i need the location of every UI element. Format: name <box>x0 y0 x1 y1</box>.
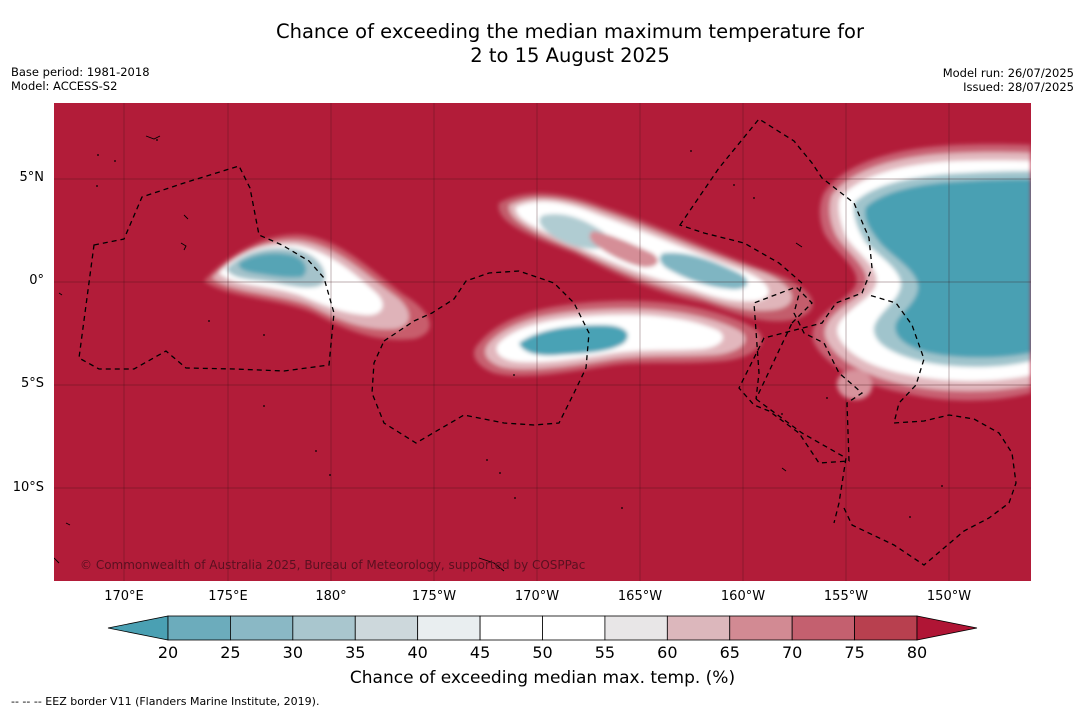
eez-borders <box>78 118 1017 566</box>
lon-label-155w: 155°W <box>823 589 869 604</box>
colorbar-arrow-high <box>916 615 978 641</box>
colorbar-tick-label: 55 <box>594 643 616 662</box>
lon-label-160w: 160°W <box>720 589 766 604</box>
colorbar-cell <box>479 615 543 641</box>
issued-date: Issued: 28/07/2025 <box>963 80 1074 94</box>
colorbar-tick-label: 35 <box>345 643 366 662</box>
colorbar-cell <box>230 615 294 641</box>
colorbar-tick-label: 70 <box>781 643 803 662</box>
model-run: Model run: 26/07/2025 <box>942 66 1074 80</box>
colorbar-tick-label: 65 <box>719 643 740 662</box>
anomaly-region-south <box>474 300 763 376</box>
colorbar-tick-label: 30 <box>282 643 304 662</box>
copyright-notice: © Commonwealth of Australia 2025, Bureau… <box>80 558 586 572</box>
colorbar-cell <box>729 615 793 641</box>
meta-right: Model run: 26/07/2025 Issued: 28/07/2025 <box>943 66 1074 94</box>
lon-label-150w: 150°W <box>926 589 972 604</box>
anomaly-region-west <box>204 234 431 340</box>
map-title: Chance of exceeding the median maximum t… <box>0 20 1085 68</box>
lat-label-5n: 5°N <box>19 170 45 185</box>
lon-label-175w: 175°W <box>411 589 457 604</box>
colorbar-cell <box>417 615 481 641</box>
colorbar-tick-label: 50 <box>532 643 553 662</box>
colorbar-title: Chance of exceeding median max. temp. (%… <box>349 668 736 688</box>
title-line-1: Chance of exceeding the median maximum t… <box>275 20 865 43</box>
lat-label-10s: 10°S <box>12 480 44 495</box>
eez-legend: -- -- -- EEZ border V11 (Flanders Marine… <box>11 695 320 708</box>
islands <box>54 135 803 572</box>
anomaly-region-east <box>812 144 1031 401</box>
anomaly-patch-small <box>836 369 873 400</box>
lat-label-5s: 5°S <box>20 376 44 391</box>
island-dots <box>96 139 943 518</box>
colorbar-cell <box>604 615 668 641</box>
anomaly-region-central <box>498 193 813 322</box>
colorbar-cell <box>791 615 855 641</box>
colorbar-cell <box>354 615 419 641</box>
lon-label-170e: 170°E <box>104 589 144 604</box>
colorbar-cell <box>854 615 918 641</box>
colorbar-cell <box>666 615 731 641</box>
colorbar-tick-label: 80 <box>906 643 928 662</box>
colorbar-cell <box>167 615 231 641</box>
forecast-map <box>54 103 1031 581</box>
colorbar-tick-label: 45 <box>469 643 491 662</box>
title-line-2: 2 to 15 August 2025 <box>470 44 670 67</box>
colorbar-tick-label: 40 <box>407 643 428 662</box>
colorbar-tick-label: 25 <box>220 643 241 662</box>
model-name: Model: ACCESS-S2 <box>11 79 118 93</box>
colorbar <box>107 615 978 641</box>
map-gridlines <box>54 103 1031 581</box>
lon-label-170w: 170°W <box>514 589 560 604</box>
colorbar-tick-label: 60 <box>657 643 678 662</box>
lat-label-0: 0° <box>29 273 44 288</box>
colorbar-arrow-low <box>107 615 169 641</box>
base-period: Base period: 1981-2018 <box>11 65 150 79</box>
colorbar-cell <box>292 615 356 641</box>
lon-label-180: 180° <box>315 589 347 604</box>
lon-label-175e: 175°E <box>208 589 248 604</box>
lon-label-165w: 165°W <box>617 589 663 604</box>
colorbar-cell <box>542 615 606 641</box>
colorbar-tick-label: 75 <box>844 643 865 662</box>
meta-left: Base period: 1981-2018 Model: ACCESS-S2 <box>11 65 150 93</box>
colorbar-tick-label: 20 <box>157 643 179 662</box>
